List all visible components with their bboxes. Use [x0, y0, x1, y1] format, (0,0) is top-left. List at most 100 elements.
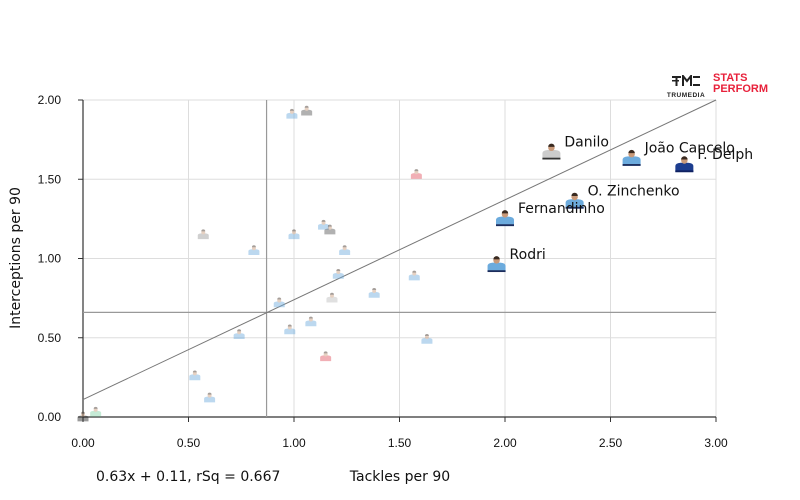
player-hair	[548, 143, 555, 147]
player-hair	[308, 316, 313, 319]
player-label: Rodri	[510, 247, 546, 263]
player-hair	[327, 224, 332, 227]
player-point	[318, 219, 330, 230]
player-hair	[501, 210, 509, 214]
player-head	[207, 393, 212, 398]
player-point	[197, 229, 209, 240]
x-tick-label: 1.00	[282, 436, 306, 450]
player-hair	[237, 329, 242, 332]
axes	[78, 99, 717, 422]
player-point	[320, 351, 332, 362]
player-head	[292, 230, 296, 235]
player-hair	[342, 245, 347, 248]
player-shirt	[204, 396, 216, 403]
player-shirt	[189, 374, 201, 381]
player-shirt	[675, 162, 694, 173]
player-point	[273, 297, 285, 308]
x-tick-label: 3.00	[704, 436, 728, 450]
player-point-labeled	[675, 156, 694, 173]
player-point	[326, 292, 338, 303]
tick-labels: 0.00 0.50 1.00 1.50 2.00 2.50 3.00 0.00 0.50 1.00…	[38, 93, 728, 450]
y-tick-label: 2.00	[38, 93, 62, 107]
player-shirt	[288, 233, 300, 240]
player-shirt-trim	[622, 164, 641, 166]
player-shirt	[496, 216, 514, 227]
player-shirt	[90, 410, 102, 417]
player-shirt	[326, 296, 338, 303]
perform-wordmark: PERFORM	[713, 83, 768, 95]
player-shirt	[248, 249, 260, 255]
stats-wordmark: STATS	[713, 72, 748, 84]
grid-lines	[82, 99, 717, 418]
player-hair	[289, 108, 294, 111]
player-hair	[414, 169, 419, 172]
player-shirt	[77, 415, 89, 422]
player-hair	[207, 392, 212, 395]
player-label: F. Delph	[697, 147, 753, 163]
y-tick-label: 1.00	[38, 252, 62, 266]
trumedia-mark-icon	[672, 73, 700, 86]
regression-line	[82, 99, 717, 401]
y-axis-title: Interceptions per 90	[8, 187, 24, 329]
player-label: Fernandinho	[518, 201, 605, 217]
player-hair	[424, 333, 429, 336]
player-shirt	[197, 233, 209, 240]
player-hair	[323, 351, 328, 354]
player-head	[372, 289, 377, 293]
player-point	[332, 269, 344, 279]
player-shirt	[284, 328, 296, 335]
player-point-labeled	[487, 256, 506, 273]
player-head	[93, 407, 98, 412]
x-tick-label: 2.50	[599, 436, 623, 450]
player-point	[408, 270, 420, 281]
player-head	[192, 371, 197, 376]
player-point-labeled	[496, 210, 514, 227]
player-head	[321, 220, 326, 225]
player-hair	[81, 411, 85, 414]
player-hair	[571, 192, 578, 196]
y-tick-label: 0.50	[38, 331, 62, 345]
player-point	[339, 245, 351, 255]
player-shirt	[273, 301, 285, 308]
player-shirt	[408, 274, 420, 281]
player-label: O. Zinchenko	[588, 183, 680, 199]
player-shirt	[332, 272, 344, 279]
player-hair	[292, 229, 296, 232]
player-hair	[304, 105, 309, 108]
player-point	[410, 169, 422, 179]
player-hair	[201, 229, 206, 232]
player-point	[288, 229, 300, 240]
player-hair	[277, 297, 282, 300]
player-point	[248, 245, 260, 255]
player-point	[286, 108, 298, 119]
player-shirt-trim	[487, 270, 506, 273]
player-shirt-trim	[565, 206, 584, 209]
player-head	[289, 109, 294, 114]
player-shirt	[324, 228, 336, 235]
player-shirt	[410, 173, 422, 179]
player-head	[308, 317, 313, 322]
player-hair	[372, 288, 377, 291]
player-head	[342, 246, 347, 251]
player-point	[324, 224, 336, 235]
player-shirt	[318, 223, 330, 230]
player-shirt-trim	[542, 157, 561, 160]
player-hair	[251, 245, 256, 248]
player-head	[323, 352, 328, 357]
player-point	[301, 105, 313, 116]
trumedia-wordmark: TRUMEDIA	[666, 92, 706, 99]
player-head	[304, 106, 309, 111]
player-hair	[412, 270, 417, 273]
player-hair	[628, 149, 635, 154]
player-point	[421, 333, 433, 344]
player-hair	[681, 156, 688, 160]
x-axis-title: Tackles per 90	[349, 469, 450, 485]
player-shirt	[305, 320, 317, 327]
player-hair	[321, 219, 326, 222]
player-shirt-trim	[675, 170, 694, 173]
reference-lines	[82, 99, 717, 417]
player-hair	[493, 256, 500, 260]
player-hair	[93, 406, 98, 409]
x-tick-label: 0.50	[177, 436, 201, 450]
